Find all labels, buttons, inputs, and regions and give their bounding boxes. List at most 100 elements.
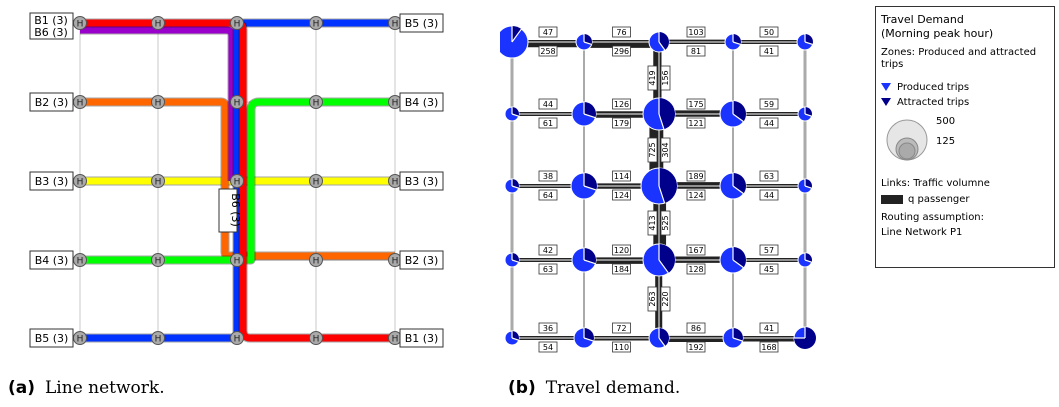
zone-divider <box>511 113 519 117</box>
demand-zones <box>500 25 817 350</box>
link-label-left: 263 <box>648 291 657 306</box>
stop-label: H <box>234 257 241 267</box>
link-label-upper: 189 <box>688 172 703 181</box>
link-label-box <box>538 341 558 353</box>
label-b3-right-box <box>399 171 444 191</box>
link-label-lower: 124 <box>614 191 629 200</box>
stop-circle <box>230 16 244 30</box>
line-b4 <box>80 98 395 264</box>
stop-icon: H <box>309 16 323 30</box>
link-label-box <box>538 263 558 275</box>
zone-pie <box>719 100 747 128</box>
legend-links: Links: Traffic volumne <box>881 177 990 189</box>
link-label-upper: 38 <box>543 172 553 181</box>
zone-attracted <box>584 34 592 45</box>
zone-pie <box>571 247 597 273</box>
stop-circle <box>151 174 165 188</box>
link-label-left: 419 <box>648 70 657 85</box>
zone-attracted <box>733 328 743 342</box>
zone-attracted <box>733 173 746 194</box>
zone-divider <box>804 41 813 46</box>
link-label-upper: 44 <box>543 100 553 109</box>
zone-attracted <box>584 248 596 264</box>
link-label-right: 220 <box>661 291 670 306</box>
zone-divider <box>583 185 597 191</box>
legend-produced: Produced trips <box>897 81 970 93</box>
legend-attracted-row: Attracted trips <box>881 97 1049 110</box>
stop-label: H <box>234 178 241 188</box>
zone-attracted <box>659 244 675 273</box>
zone-attracted <box>805 107 812 117</box>
stop-circle <box>230 95 244 109</box>
line-b6 <box>80 26 236 181</box>
zone-pie <box>504 106 520 122</box>
label-b3-left: B3 (3) <box>35 175 69 188</box>
zone-pie <box>648 327 670 349</box>
stop-label: H <box>392 20 399 30</box>
link-label-box <box>759 189 779 201</box>
link-label-lower: 63 <box>543 265 553 274</box>
link-label-upper: 50 <box>764 28 774 37</box>
link-label-right: 525 <box>661 215 670 230</box>
link-label-lower: 54 <box>543 343 553 352</box>
zone-divider <box>583 259 596 265</box>
link-label-upper: 59 <box>764 100 774 109</box>
link-label-box <box>759 98 779 110</box>
zone-pie <box>719 172 747 200</box>
link-label-box <box>538 244 558 256</box>
stop-icon: H <box>230 253 244 267</box>
stop-label: H <box>313 178 320 188</box>
stop-circle <box>309 331 323 345</box>
zone-pie <box>504 178 520 194</box>
label-b6-mid: B6 (3) <box>229 193 242 227</box>
link-label-lower: 45 <box>764 265 774 274</box>
zone-divider <box>732 41 741 46</box>
caption-b-label: (b) <box>508 378 536 398</box>
link-label-lower: 44 <box>764 191 774 200</box>
label-b1-right: B1 (3) <box>405 332 439 345</box>
link-label-box <box>612 189 631 201</box>
zone-pie <box>797 252 813 268</box>
zone-divider <box>804 185 812 189</box>
link-label-box <box>759 322 779 334</box>
zone-divider <box>732 185 744 195</box>
link-label-box <box>759 45 779 57</box>
link-label-box <box>759 341 779 353</box>
link-label-lower: 44 <box>764 119 774 128</box>
link-label-box <box>647 65 658 91</box>
zone-divider <box>583 41 592 46</box>
link-volume-labels: 47 258 76 296 103 81 50 41 44 61 126 179 175 121 59 44 3… <box>538 26 779 353</box>
stop-icon: H <box>73 95 87 109</box>
link-label-box <box>612 117 631 129</box>
zone-attracted <box>805 34 813 45</box>
stop-circle <box>151 16 165 30</box>
stop-label: H <box>392 178 399 188</box>
link-label-box <box>612 170 631 182</box>
link-label-left: 413 <box>648 215 657 230</box>
zone-attracted <box>805 253 812 263</box>
stop-label: H <box>313 335 320 345</box>
zone-pie <box>719 246 747 274</box>
label-b4-right-box <box>399 92 444 112</box>
link-label-box <box>686 322 706 334</box>
stop-label: H <box>313 99 320 109</box>
stop-icon: H <box>151 95 165 109</box>
legend-routing-value: Line Network P1 <box>881 227 963 238</box>
label-b5-top-right: B5 (3) <box>405 17 439 30</box>
link-label-lower: 61 <box>543 119 553 128</box>
zone-pie <box>648 31 670 53</box>
zone-divider <box>658 259 669 274</box>
stop-icon: H <box>73 16 87 30</box>
zone-attracted <box>659 98 675 130</box>
label-b6-top: B6 (3) <box>34 26 68 39</box>
label-b2-left: B2 (3) <box>35 96 69 109</box>
stop-label: H <box>77 178 84 188</box>
stop-label: H <box>313 20 320 30</box>
stop-icon: H <box>230 95 244 109</box>
zone-pie <box>797 106 813 122</box>
legend-zones: Zones: Produced and attracted trips <box>881 46 1037 71</box>
stop-circle <box>151 253 165 267</box>
zone-attracted <box>584 102 596 118</box>
zone-attracted <box>733 247 746 268</box>
link-bar-icon <box>881 194 903 204</box>
